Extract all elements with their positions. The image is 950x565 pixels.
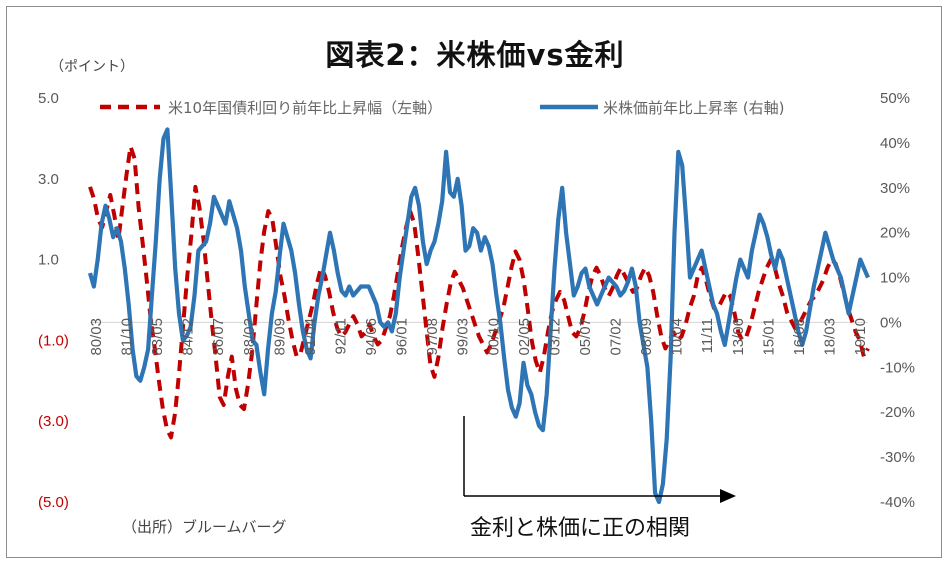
right-axis-tick-label: -40% [880,494,915,511]
right-axis-tick-label: 40% [880,135,910,152]
legend-label-stocks: 米株価前年比上昇率 (右軸) [603,99,785,117]
x-axis-tick-label: 11/11 [699,318,716,353]
x-axis-tick-label: 18/03 [821,318,838,356]
x-axis-tick-label: 92/11 [332,318,349,354]
legend-label-yield: 米10年国債利回り前年比上昇幅（左軸） [168,99,443,117]
right-axis-tick-label: 50% [880,90,910,107]
x-axis-tick-label: 83/05 [149,318,166,356]
x-axis-tick-label: 05/07 [577,318,594,356]
left-axis-tick-label: 3.0 [38,171,59,188]
right-axis-tick-label: 0% [880,314,902,331]
right-axis-tick-label: -10% [880,359,915,376]
left-axis-tick-label: 5.0 [38,90,59,107]
x-axis-tick-label: 81/10 [119,318,136,356]
right-axis-tick-label: -30% [880,449,915,466]
correlation-annotation: 金利と株価に正の相関 [470,516,691,541]
x-axis-tick-label: 89/09 [271,318,288,356]
x-axis-tick-label: 15/01 [760,318,777,356]
x-axis-tick-label: 02/05 [516,318,533,356]
x-axis-tick-label: 84/12 [180,318,197,356]
series-line-yield [88,144,870,440]
series-line-stocks [87,127,870,505]
x-axis-tick-label: 19/10 [852,318,869,356]
x-axis-tick-label: 99/03 [455,318,472,356]
right-axis-tick-label: -20% [880,404,915,421]
x-axis-tick-label: 96/01 [394,318,411,356]
x-axis-tick-label: 88/02 [241,318,258,356]
x-axis-tick-label: 91/04 [302,318,319,356]
left-axis-tick-label: (5.0) [38,494,69,511]
annotation-arrow-head [720,489,736,503]
left-axis-tick-label: 1.0 [38,252,59,269]
x-axis-tick-label: 08/09 [638,318,655,356]
source-note: （出所）ブルームバーグ [122,518,287,536]
x-axis-tick-label: 07/02 [608,318,625,356]
x-axis-tick-label: 10/04 [669,318,686,356]
x-axis-tick-label: 94/06 [363,318,380,356]
chart-title: 図表2：米株価vs金利 [325,38,625,72]
left-axis-tick-label: (3.0) [38,413,69,430]
right-axis-tick-label: 30% [880,180,910,197]
left-axis-unit-label: （ポイント） [50,59,134,75]
left-axis-tick-label: (1.0) [38,332,69,349]
x-axis-tick-label: 13/06 [730,318,747,356]
x-axis-tick-label: 86/07 [210,318,227,356]
x-axis-tick-label: 16/08 [791,318,808,356]
x-axis-tick-label: 97/08 [424,318,441,356]
right-axis-tick-label: 20% [880,225,910,242]
x-axis-tick-label: 03/12 [546,318,563,356]
right-axis-tick-label: 10% [880,270,910,287]
x-axis-tick-label: 80/03 [88,318,105,356]
x-axis-tick-label: 00/10 [485,318,502,356]
